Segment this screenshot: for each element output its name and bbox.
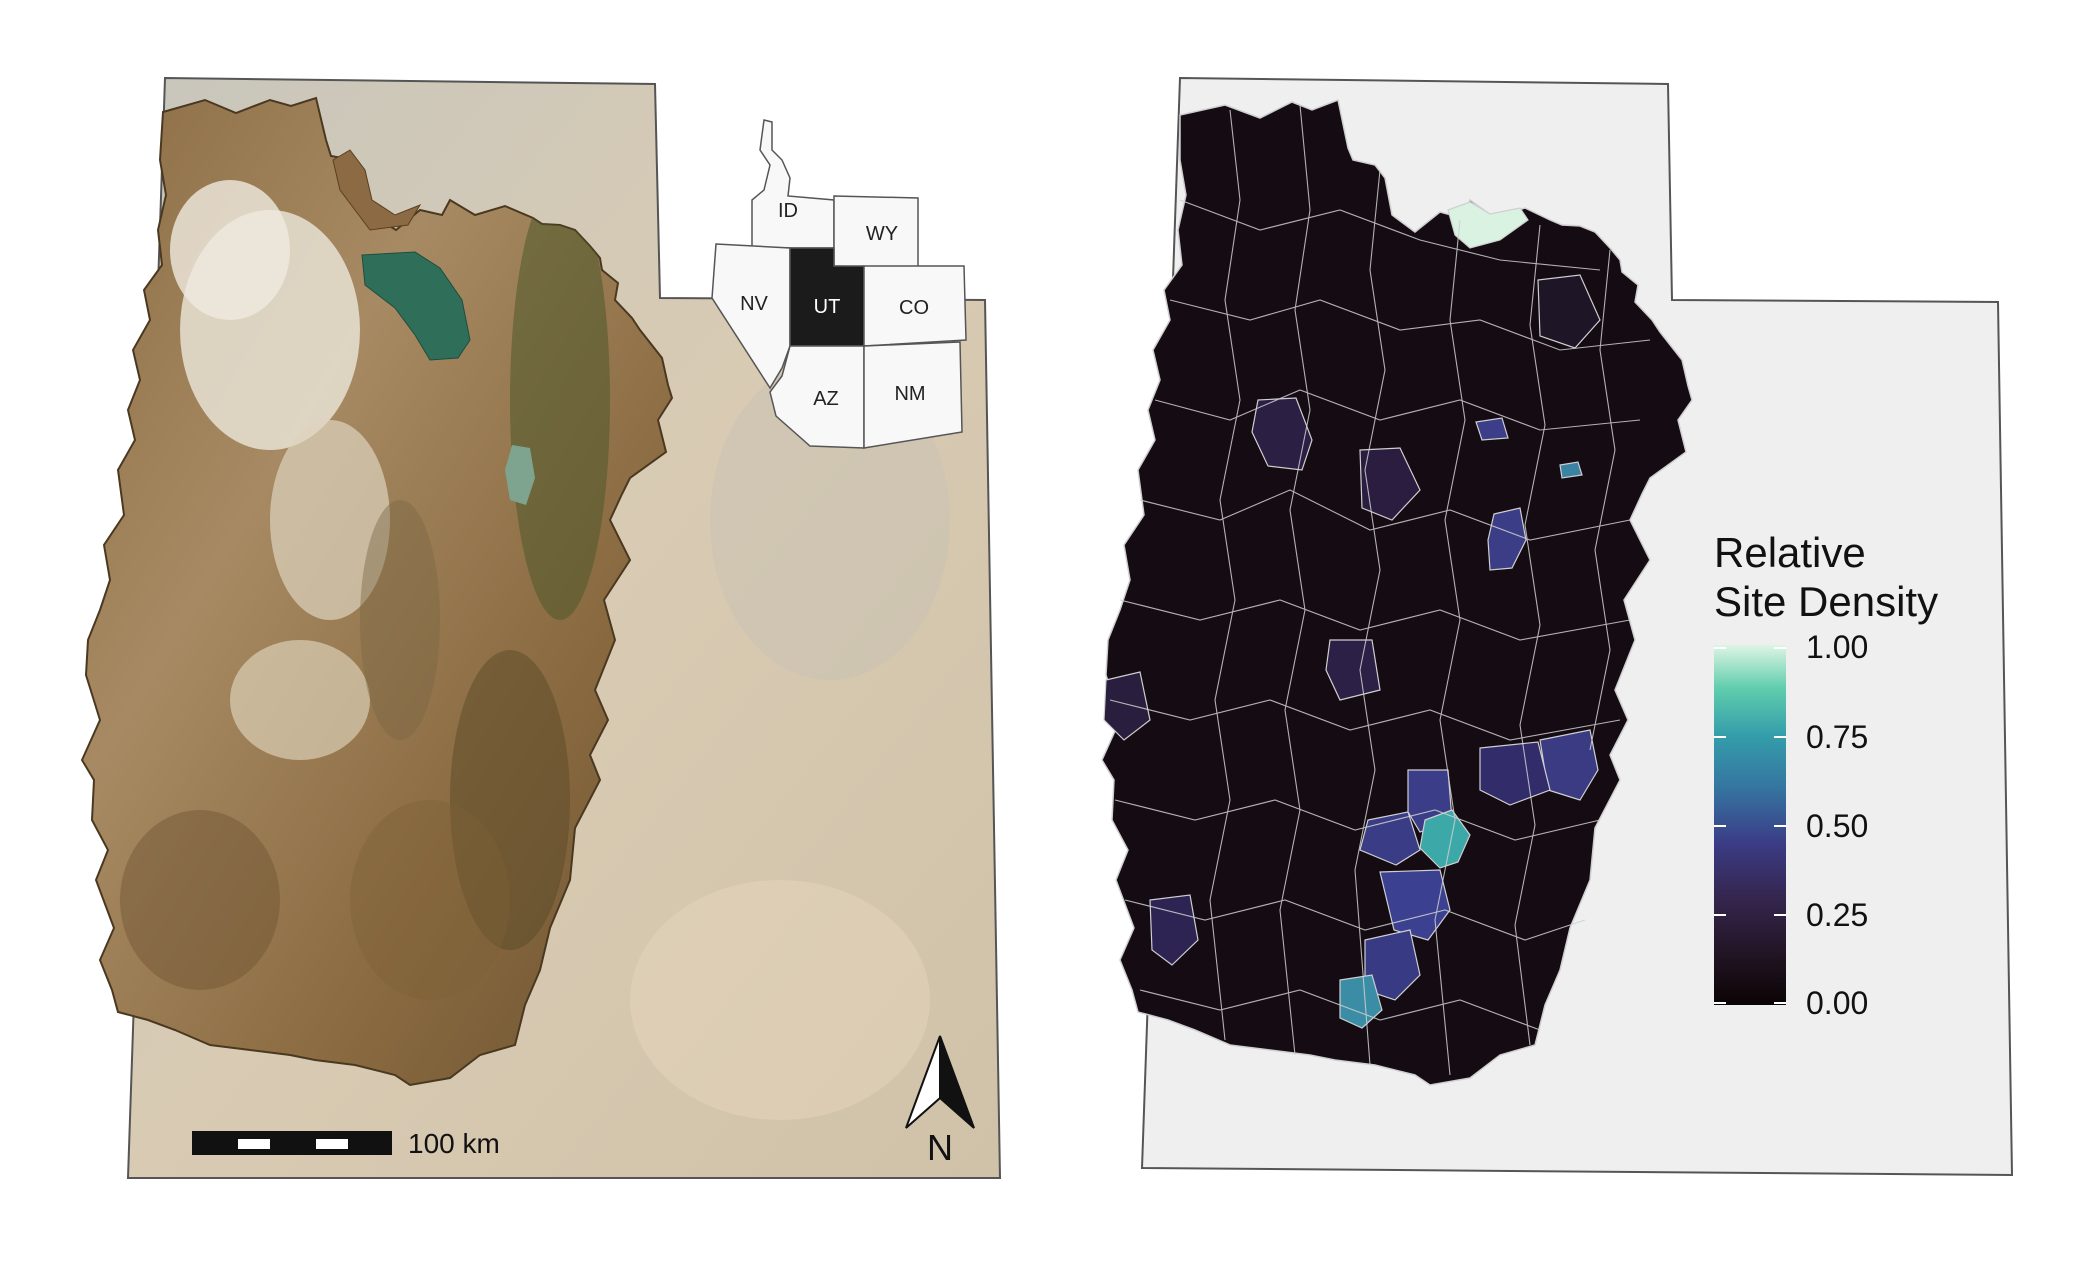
right-map-panel: Relative Site Density 1.00 0.75 0.50 0.2… [1101,76,2014,1177]
legend-tick-marks [1714,647,1786,1004]
basin-west1 [1103,671,1151,741]
basin-mid [1251,397,1313,471]
basin-central-east [1487,507,1527,571]
basin-south3 [1379,869,1451,941]
legend-tick-label: 0.00 [1806,985,1868,1021]
inset-label-nv: NV [740,293,768,315]
legend-tick-label: 0.75 [1806,719,1868,755]
legend-title-line1: Relative [1714,529,1866,576]
basin-ne [1537,274,1601,349]
inset-label-az: AZ [813,388,839,410]
great-salt-lake [332,149,422,231]
color-legend: Relative Site Density 1.00 0.75 0.50 0.2… [1714,529,1938,1021]
north-arrow: N [905,1035,975,1168]
inset-state-nm [863,341,963,449]
inset-label-wy: WY [866,223,898,245]
basin-high-north [1447,201,1529,249]
great-salt-lake-south [361,251,471,361]
lake-powell-texture [630,880,930,1120]
basin-boundaries [1109,104,1651,1076]
basin-mid2 [1359,447,1421,521]
inset-label-nm: NM [894,383,925,405]
scale-bar: 100 km [192,1128,500,1159]
inset-label-co: CO [899,297,929,319]
basin-small-north [1475,417,1509,441]
inset-label-ut: UT [814,296,841,318]
scale-bar-label: 100 km [408,1128,500,1159]
north-arrow-label: N [927,1127,953,1168]
basin-lake [1559,461,1583,479]
inset-state-co [863,265,967,347]
basin-se2 [1479,741,1551,806]
inset-state-id [751,119,835,249]
utah-lake [505,445,535,505]
terrain-texture [120,180,610,1000]
basin-south-teal [1419,809,1471,869]
legend-tick-label: 1.00 [1806,629,1868,665]
inset-label-id: ID [778,200,798,222]
legend-tick-label: 0.50 [1806,808,1868,844]
basin-south-teal2 [1339,974,1383,1029]
inset-locator-map [711,119,967,449]
basin-mid3 [1325,639,1381,701]
density-basins [1103,201,1601,1029]
basin-west2 [1149,894,1199,966]
legend-title-line2: Site Density [1714,578,1938,625]
legend-tick-label: 0.25 [1806,897,1868,933]
